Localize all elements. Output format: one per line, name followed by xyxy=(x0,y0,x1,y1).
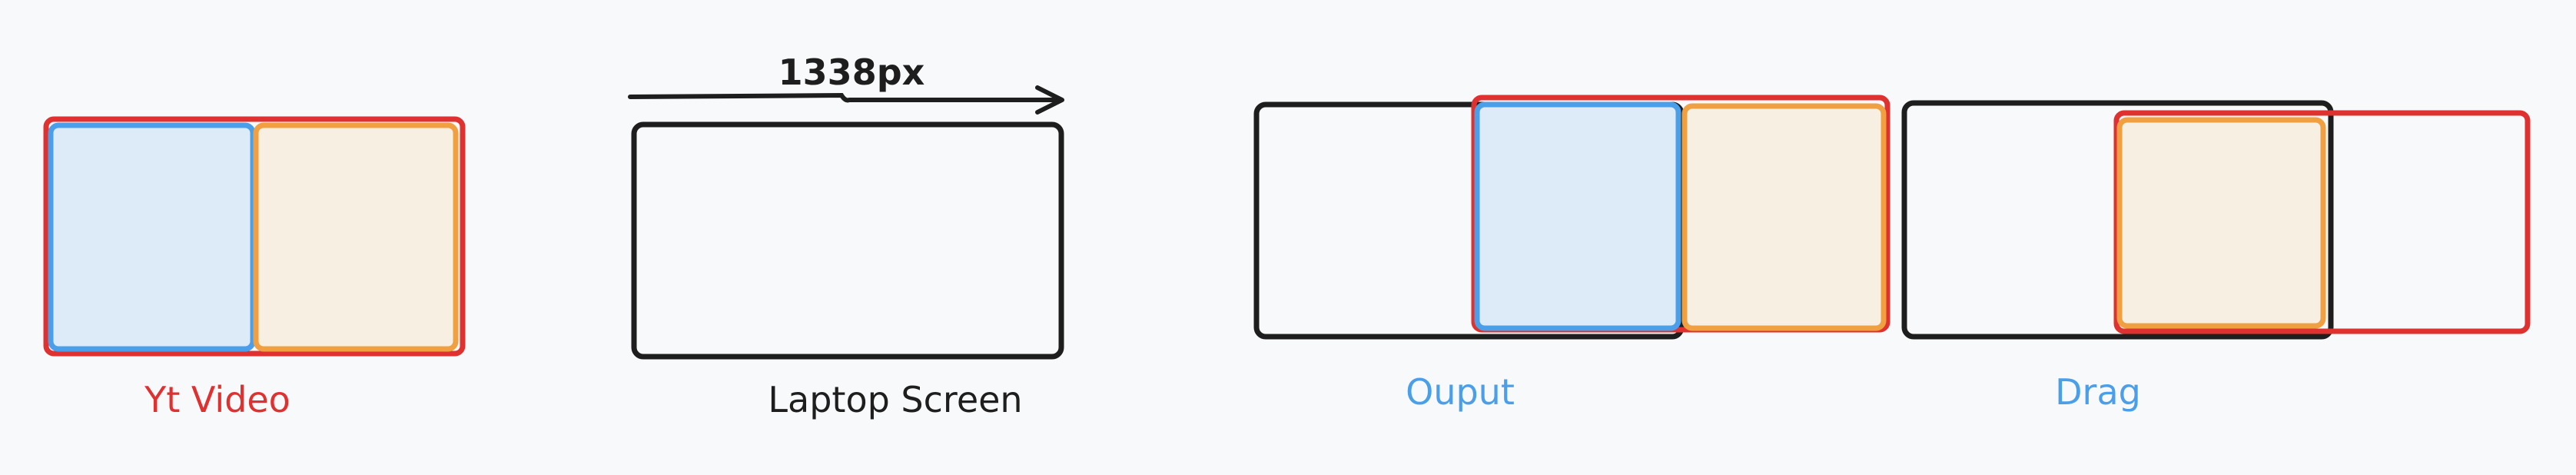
yt-video-group: Yt Video xyxy=(43,116,466,420)
width-arrow-line xyxy=(628,92,1061,103)
width-arrow-head xyxy=(1035,85,1064,115)
output-screen-rect xyxy=(1253,101,1685,340)
drag-video-frame xyxy=(2113,110,2531,334)
width-arrow xyxy=(628,85,1064,115)
yt-video-blue-panel xyxy=(48,122,256,352)
width-measure-label: 1338px xyxy=(778,51,925,93)
laptop-screen-label: Laptop Screen xyxy=(768,379,1022,420)
output-video-frame xyxy=(1471,95,1891,333)
yt-video-frame xyxy=(43,116,466,357)
drag-screen-rect xyxy=(1901,100,2334,340)
laptop-screen-rect xyxy=(631,121,1064,360)
drag-label: Drag xyxy=(2055,371,2141,413)
yt-video-orange-panel xyxy=(253,122,459,352)
output-label: Ouput xyxy=(1406,371,1515,413)
output-blue-panel xyxy=(1474,101,1681,331)
output-group: Ouput xyxy=(1253,95,1891,413)
output-orange-panel xyxy=(1681,103,1887,331)
drag-group: Drag xyxy=(1901,100,2531,413)
drag-orange-panel xyxy=(2116,117,2326,329)
yt-video-label: Yt Video xyxy=(144,379,290,420)
laptop-screen-group: 1338px Laptop Screen xyxy=(628,51,1064,420)
